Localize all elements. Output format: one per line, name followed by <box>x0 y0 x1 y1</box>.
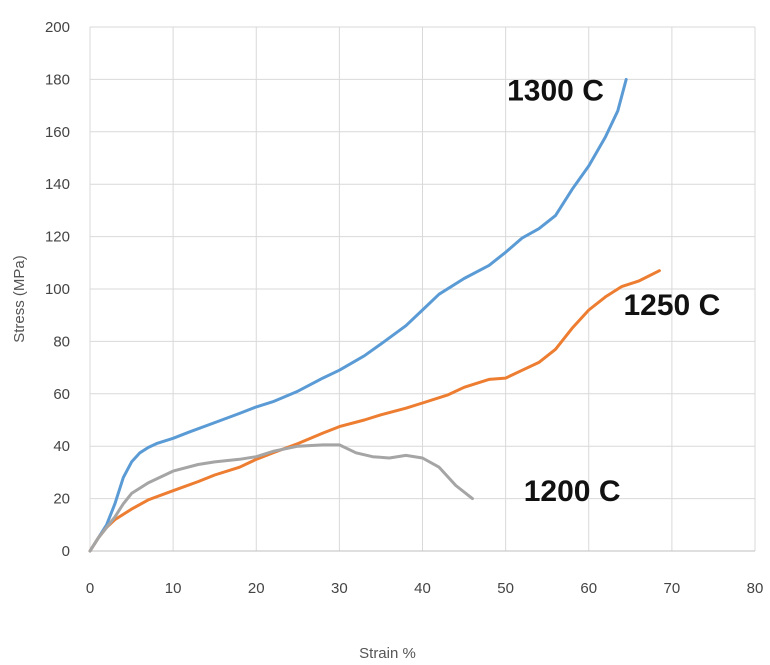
y-tick-label: 0 <box>62 543 70 560</box>
y-tick-label: 80 <box>53 333 70 350</box>
y-tick-label: 100 <box>45 281 70 298</box>
series-annotation-1200-c: 1200 C <box>524 475 621 508</box>
y-axis-title: Stress (MPa) <box>11 255 28 343</box>
y-tick-label: 200 <box>45 19 70 36</box>
grid-layer <box>89 26 756 552</box>
y-tick-label: 60 <box>53 386 70 403</box>
series-annotation-1300-c: 1300 C <box>507 74 604 107</box>
y-tick-label: 40 <box>53 438 70 455</box>
series-layer <box>88 77 661 553</box>
series-line-1200-c <box>88 443 474 553</box>
y-tick-label: 160 <box>45 124 70 141</box>
x-tick-label: 10 <box>165 580 182 597</box>
label-layer: 1300 C 1250 C 1200 C <box>507 74 720 508</box>
axis-layer: 0 10 20 30 40 50 60 70 80 0 20 40 60 80 100 120 140 160 18… <box>45 19 763 597</box>
x-tick-label: 60 <box>580 580 597 597</box>
y-tick-label: 180 <box>45 71 70 88</box>
x-tick-label: 40 <box>414 580 431 597</box>
y-tick-label: 20 <box>53 491 70 508</box>
x-tick-label: 70 <box>664 580 681 597</box>
series-line-1300-c <box>88 77 628 553</box>
series-annotation-1250-c: 1250 C <box>624 289 721 322</box>
y-tick-label: 140 <box>45 176 70 193</box>
y-tick-label: 120 <box>45 229 70 246</box>
x-tick-label: 80 <box>747 580 764 597</box>
x-tick-label: 0 <box>86 580 94 597</box>
series-line-1250-c <box>88 269 661 553</box>
x-tick-label: 30 <box>331 580 348 597</box>
x-tick-label: 50 <box>497 580 514 597</box>
x-axis-title: Strain % <box>359 645 416 662</box>
x-tick-label: 20 <box>248 580 265 597</box>
